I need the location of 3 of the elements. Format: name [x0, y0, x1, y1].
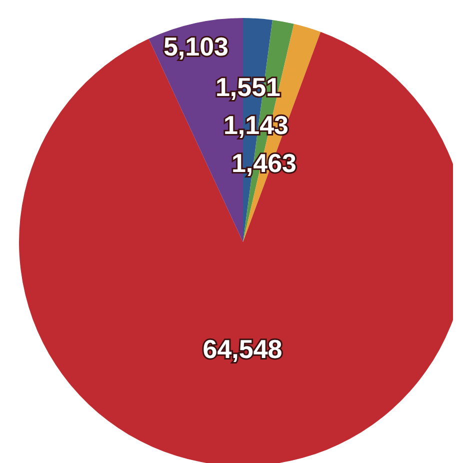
data-label: 1,551	[215, 72, 281, 102]
data-label: 64,548	[202, 334, 282, 364]
data-label: 5,103	[163, 32, 229, 62]
